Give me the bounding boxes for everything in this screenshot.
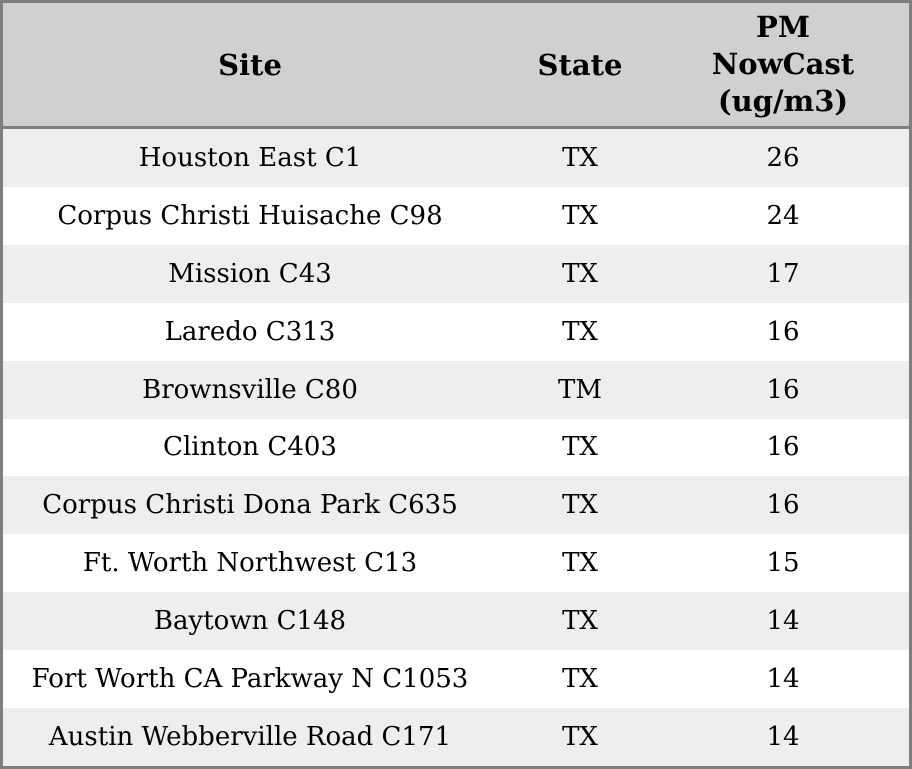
pm-header-line-2: NowCast [711,47,855,81]
pm-nowcast-cell: 14 [766,606,800,637]
state-cell: TX [562,664,598,695]
site-cell: Mission C43 [168,258,332,289]
site-cell: Houston East C1 [138,142,362,173]
state-cell: TX [562,490,598,521]
state-cell: TX [562,200,598,231]
pm-header-line-3: (ug/m3) [717,84,849,118]
table-row: Clinton C403 TX 16 [3,418,909,477]
table-row: Brownsville C80 TM 16 [3,360,909,419]
state-cell: TX [562,316,598,347]
pm-nowcast-cell: 24 [766,200,800,231]
site-cell: Corpus Christi Huisache C98 [57,200,443,231]
state-cell: TM [558,374,602,405]
pm-nowcast-cell: 15 [766,548,800,579]
site-cell: Fort Worth CA Parkway N C1053 [31,664,469,695]
table-row: Austin Webberville Road C171 TX 14 [3,708,909,766]
table-row: Corpus Christi Huisache C98 TX 24 [3,186,909,245]
site-cell: Corpus Christi Dona Park C635 [42,490,458,521]
column-header-state: State [537,47,623,82]
table-row: Baytown C148 TX 14 [3,592,909,651]
state-cell: TX [562,548,598,579]
table-body: Houston East C1 TX 26 Corpus Christi Hui… [3,129,909,766]
site-cell: Austin Webberville Road C171 [48,722,452,753]
table-header-row: Site State PM NowCast (ug/m3) [3,3,909,129]
pm-nowcast-cell: 16 [766,374,800,405]
state-cell: TX [562,722,598,753]
pm-nowcast-cell: 16 [766,316,800,347]
site-cell: Laredo C313 [164,316,336,347]
pm-header-line-1: PM [756,10,810,44]
state-cell: TX [562,606,598,637]
state-cell: TX [562,142,598,173]
pm-nowcast-cell: 16 [766,432,800,463]
pm-nowcast-cell: 26 [766,142,800,173]
table-row: Laredo C313 TX 16 [3,302,909,361]
table-row: Corpus Christi Dona Park C635 TX 16 [3,476,909,535]
state-cell: TX [562,432,598,463]
pm-nowcast-cell: 16 [766,490,800,521]
site-cell: Brownsville C80 [142,374,358,405]
table-row: Ft. Worth Northwest C13 TX 15 [3,534,909,593]
state-cell: TX [562,258,598,289]
site-cell: Baytown C148 [153,606,347,637]
table-row: Mission C43 TX 17 [3,244,909,303]
pm-nowcast-cell: 17 [766,258,800,289]
site-cell: Ft. Worth Northwest C13 [82,548,418,579]
site-cell: Clinton C403 [163,432,337,463]
pm-nowcast-cell: 14 [766,664,800,695]
column-header-site: Site [218,47,282,82]
table-row: Houston East C1 TX 26 [3,129,909,187]
column-header-pm-nowcast: PM NowCast (ug/m3) [663,9,903,120]
pm-nowcast-cell: 14 [766,722,800,753]
table-row: Fort Worth CA Parkway N C1053 TX 14 [3,650,909,709]
